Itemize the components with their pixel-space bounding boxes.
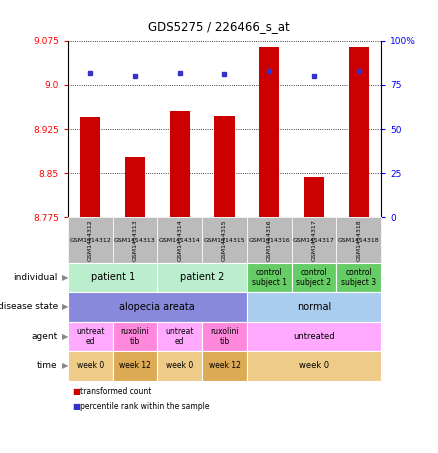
- Text: normal: normal: [297, 302, 331, 312]
- Text: GSM1414316: GSM1414316: [248, 237, 290, 243]
- Text: ruxolini
tib: ruxolini tib: [210, 327, 239, 346]
- Bar: [80, 117, 100, 217]
- Text: GSM1414315: GSM1414315: [222, 219, 227, 261]
- Text: ■: ■: [72, 402, 80, 411]
- Text: untreated: untreated: [293, 332, 335, 341]
- Text: week 12: week 12: [119, 361, 151, 370]
- Text: ruxolini
tib: ruxolini tib: [121, 327, 149, 346]
- Text: alopecia areata: alopecia areata: [120, 302, 195, 312]
- Text: GSM1414314: GSM1414314: [159, 237, 201, 243]
- Bar: [215, 116, 234, 217]
- Text: transformed count: transformed count: [80, 387, 152, 396]
- Text: control
subject 3: control subject 3: [341, 268, 376, 287]
- Text: GSM1414318: GSM1414318: [356, 219, 361, 261]
- Text: control
subject 1: control subject 1: [252, 268, 287, 287]
- Text: time: time: [37, 361, 58, 370]
- Text: GSM1414312: GSM1414312: [69, 237, 111, 243]
- Text: week 0: week 0: [77, 361, 104, 370]
- Text: untreat
ed: untreat ed: [76, 327, 105, 346]
- Text: patient 2: patient 2: [180, 272, 224, 283]
- Text: ■: ■: [72, 387, 80, 396]
- Bar: [304, 178, 324, 217]
- Text: GSM1414318: GSM1414318: [338, 237, 379, 243]
- Bar: [349, 47, 369, 217]
- Text: GSM1414312: GSM1414312: [88, 219, 93, 261]
- Bar: [170, 111, 190, 217]
- Text: GSM1414314: GSM1414314: [177, 219, 182, 261]
- Bar: [259, 47, 279, 217]
- Text: GSM1414316: GSM1414316: [267, 219, 272, 261]
- Text: GSM1414313: GSM1414313: [133, 219, 138, 261]
- Text: week 12: week 12: [208, 361, 240, 370]
- Text: ▶: ▶: [63, 332, 69, 341]
- Text: GSM1414317: GSM1414317: [293, 237, 335, 243]
- Text: agent: agent: [32, 332, 58, 341]
- Text: disease state: disease state: [0, 303, 58, 311]
- Text: GSM1414315: GSM1414315: [204, 237, 245, 243]
- Text: GSM1414317: GSM1414317: [311, 219, 316, 261]
- Text: GDS5275 / 226466_s_at: GDS5275 / 226466_s_at: [148, 20, 290, 34]
- Text: ▶: ▶: [63, 303, 69, 311]
- Text: ▶: ▶: [63, 273, 69, 282]
- Text: week 0: week 0: [299, 361, 329, 370]
- Text: untreat
ed: untreat ed: [166, 327, 194, 346]
- Text: GSM1414313: GSM1414313: [114, 237, 156, 243]
- Text: ▶: ▶: [63, 361, 69, 370]
- Text: patient 1: patient 1: [91, 272, 135, 283]
- Text: week 0: week 0: [166, 361, 193, 370]
- Text: individual: individual: [14, 273, 58, 282]
- Text: control
subject 2: control subject 2: [297, 268, 332, 287]
- Text: percentile rank within the sample: percentile rank within the sample: [80, 402, 210, 411]
- Bar: [125, 157, 145, 217]
